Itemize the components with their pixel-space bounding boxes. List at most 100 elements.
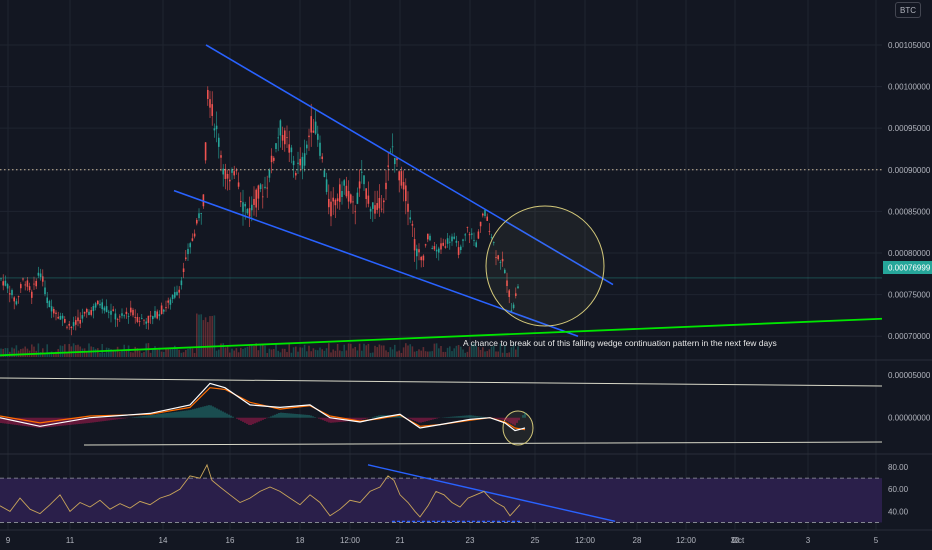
volume-bar — [48, 352, 51, 357]
macd-histogram-bar — [396, 415, 398, 418]
candle-body — [20, 284, 22, 289]
candle-body — [53, 309, 55, 314]
grid — [0, 0, 932, 531]
x-tick-label: 18 — [296, 536, 305, 545]
macd-histogram-bar — [112, 417, 114, 420]
macd-line — [0, 382, 526, 432]
volume-bar — [411, 346, 414, 357]
candle-body — [334, 199, 337, 206]
volume-bar — [314, 349, 317, 357]
candle-body — [189, 243, 191, 248]
volume-bar — [376, 347, 378, 357]
macd-histogram-bar — [354, 417, 356, 421]
candle-body — [103, 307, 106, 311]
volume-bar — [515, 349, 517, 357]
candle-body — [97, 300, 99, 305]
candle-body — [275, 143, 277, 150]
volume-bar — [383, 345, 385, 357]
volume-bar — [253, 345, 255, 357]
volume-bar — [369, 352, 372, 357]
candle-body — [143, 319, 145, 321]
macd-histogram-bar — [188, 410, 190, 418]
candle-body — [387, 165, 389, 167]
candle-body — [68, 323, 70, 326]
macd-histogram-bar — [144, 415, 146, 418]
volume-bar — [301, 347, 304, 357]
macd-histogram-bar — [292, 413, 294, 418]
support-line — [0, 317, 883, 357]
price-tag — [883, 261, 932, 274]
y-tick-label: 0.00000000 — [888, 414, 931, 423]
volume-bar — [398, 350, 400, 357]
macd-histogram-bar — [430, 417, 432, 421]
candle-body — [11, 290, 13, 296]
macd-histogram-bar — [322, 417, 324, 421]
candle-body — [123, 315, 125, 317]
macd-histogram-bar — [478, 416, 480, 418]
volume-bar — [2, 348, 4, 357]
candle-body — [220, 155, 222, 158]
currency-badge[interactable]: BTC — [895, 2, 921, 18]
volume-bar — [171, 348, 174, 357]
x-tick-label: Oct — [732, 536, 745, 545]
candle-body — [407, 203, 409, 212]
macd-histogram-bar — [320, 417, 322, 420]
candle-body — [72, 322, 75, 327]
macd-histogram-bar — [420, 417, 422, 423]
volume-bar — [358, 343, 361, 357]
rsi-band-fill — [0, 478, 882, 523]
macd-histogram-bar — [204, 406, 206, 418]
candle-body — [312, 130, 315, 133]
macd-histogram-bar — [274, 414, 276, 418]
volume-bar — [427, 351, 429, 357]
macd-histogram-bar — [156, 414, 158, 418]
candle-body — [180, 280, 183, 286]
candle-body — [251, 204, 253, 211]
macd-histogram-bar — [298, 414, 300, 418]
volume-bar — [33, 346, 35, 357]
volume-bar — [149, 352, 152, 357]
candle-body — [253, 199, 255, 205]
macd-histogram-bar — [30, 417, 32, 427]
rsi-pane — [0, 463, 521, 518]
volume-bar — [215, 350, 218, 357]
candle-body — [70, 326, 73, 329]
volume-bar — [431, 351, 433, 357]
macd-histogram-bar — [168, 412, 170, 418]
macd-histogram-bar — [498, 417, 500, 420]
macd-histogram-bar — [276, 413, 278, 418]
volume-bar — [138, 350, 141, 357]
macd-histogram-bar — [48, 417, 50, 428]
volume-bar — [114, 350, 117, 357]
candle-body — [323, 170, 326, 178]
volume-bar — [50, 351, 53, 357]
macd-histogram-bar — [252, 417, 254, 425]
macd-histogram-bar — [214, 407, 216, 418]
macd-histogram-bar — [160, 413, 162, 418]
volume-bar — [306, 351, 308, 357]
candle-body — [39, 273, 42, 278]
macd-histogram-bar — [224, 412, 226, 418]
candle-body — [354, 211, 356, 213]
volume-bar — [501, 352, 504, 357]
volume-bar — [200, 314, 202, 357]
volume-bar — [341, 351, 343, 357]
macd-histogram-bar — [164, 413, 166, 418]
y-tick-label: 0.00105000 — [888, 41, 931, 50]
candle-body — [138, 321, 141, 322]
macd-histogram-bar — [248, 417, 250, 425]
volume-bar — [209, 316, 211, 357]
macd-histogram-bar — [106, 417, 108, 421]
candle-body — [193, 233, 196, 237]
candle-body — [125, 311, 128, 314]
candle-body — [26, 280, 29, 287]
volume-bar — [277, 350, 279, 357]
macd-upper-trendline — [0, 377, 883, 387]
macd-histogram-bar — [254, 417, 256, 424]
volume-bar — [6, 348, 9, 357]
candle-body — [517, 286, 519, 289]
candle-body — [493, 242, 495, 244]
volume-bar — [4, 348, 7, 357]
candle-body — [281, 135, 284, 141]
